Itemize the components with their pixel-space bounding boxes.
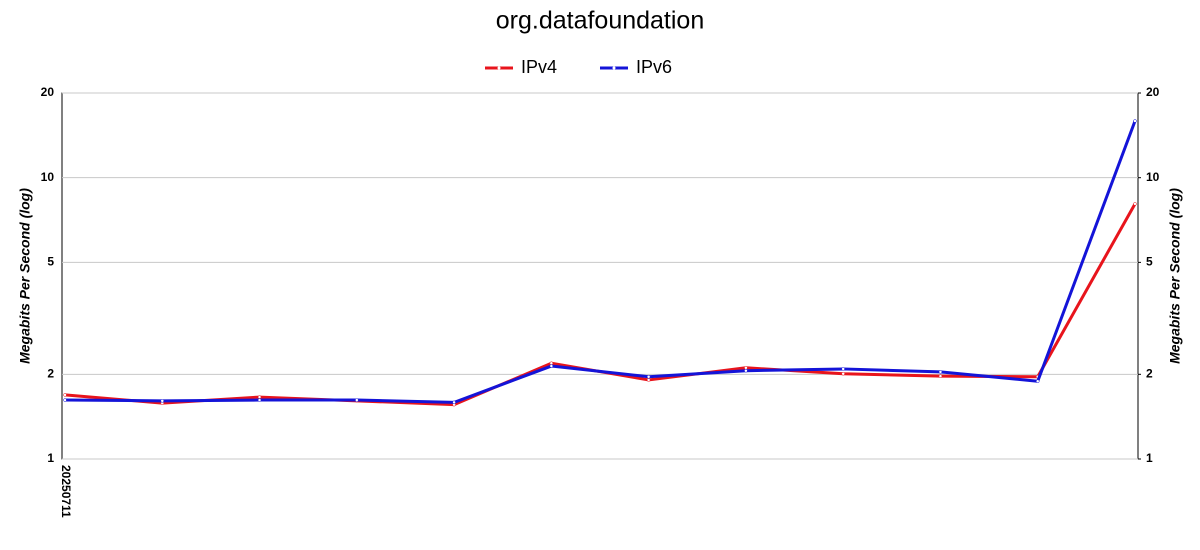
data-point [257, 398, 262, 402]
y-tick-label: 20 [41, 85, 55, 99]
data-point [938, 370, 943, 374]
y2-axis-title: Megabits Per Second (log) [1167, 188, 1183, 364]
data-point [1133, 119, 1137, 123]
legend-label: IPv4 [521, 57, 557, 77]
y-axis-title: Megabits Per Second (log) [17, 188, 33, 364]
data-point [355, 398, 359, 402]
y2-tick-label: 20 [1146, 85, 1160, 99]
y-tick-label: 1 [47, 451, 54, 465]
data-point [549, 364, 554, 368]
data-point [549, 361, 554, 365]
chart-title: org.datafoundation [496, 7, 705, 35]
data-point [452, 400, 456, 405]
data-point [744, 366, 748, 370]
data-point [1133, 202, 1137, 206]
y-tick-label: 5 [47, 255, 54, 269]
data-point [744, 368, 748, 373]
y2-tick-label: 2 [1146, 366, 1153, 380]
x-tick-label: 20250711 [59, 465, 73, 518]
series-line [64, 120, 1137, 404]
plot-frame [61, 92, 1139, 460]
y2-tick-label: 10 [1146, 170, 1160, 184]
y2-tick-label: 5 [1146, 255, 1153, 269]
data-point [841, 371, 845, 376]
data-point [63, 398, 67, 402]
data-point [257, 395, 262, 399]
data-point [841, 367, 845, 371]
data-point [63, 393, 67, 397]
data-point [160, 399, 165, 403]
legend-marker [497, 66, 501, 70]
y2-tick-label: 1 [1146, 451, 1153, 465]
legend-label: IPv6 [636, 57, 672, 77]
legend-marker [612, 66, 616, 70]
y-tick-label: 2 [47, 366, 54, 380]
data-point [938, 374, 943, 378]
data-point [646, 378, 651, 382]
data-point [646, 375, 651, 379]
y-tick-label: 10 [41, 170, 55, 184]
data-point [1035, 379, 1040, 383]
